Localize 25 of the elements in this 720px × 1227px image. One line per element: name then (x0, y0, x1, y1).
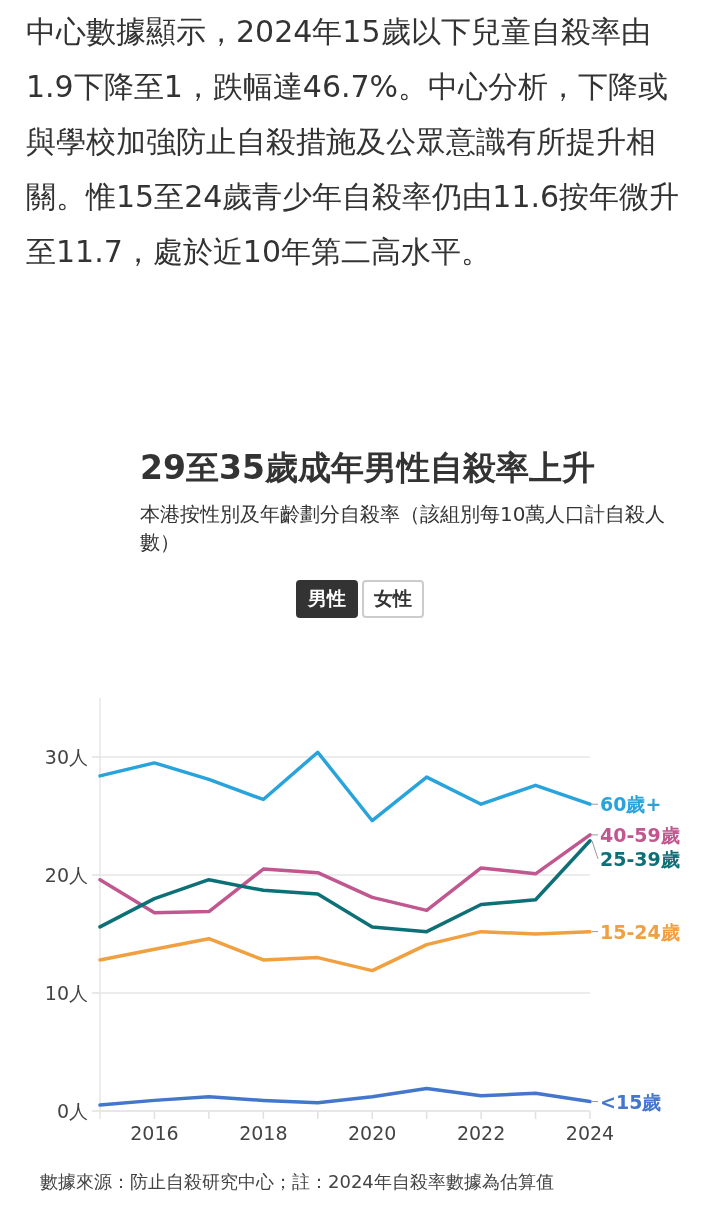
text: 數據來源：防止自殺研究中心；註：2024年自殺率數據為估算值 (40, 1170, 555, 1194)
x-tick-label: 2024 (565, 1122, 615, 1144)
series-label: <15歲 (600, 1090, 662, 1113)
series-label: 25-39歲 (600, 847, 680, 870)
text: 男性 (296, 580, 358, 618)
series-label: 15-24歲 (600, 920, 680, 943)
line-series (98, 929, 592, 973)
y-tick-label: 10人 (44, 982, 88, 1004)
text: 中心數據顯示，2024年15歲以下兒童自殺率由1.9下降至1，跌幅達46.7%。中心分析，下降或與學校加強防止自殺措施及公眾意識有所提升相關。惟15至24歲青少年自殺率仍由11.6按年微升至11.7，處於近10年第二高水平。 (26, 13, 681, 271)
y-tick-label: 30人 (44, 746, 88, 768)
text: 女性 (362, 580, 424, 618)
y-tick-label: 0人 (56, 1100, 88, 1122)
x-tick-label: 2016 (130, 1122, 179, 1144)
x-tick-label: 2020 (348, 1122, 397, 1144)
line-series (98, 750, 592, 823)
line-series (98, 833, 592, 915)
x-tick-label: 2022 (456, 1122, 506, 1144)
series-label: 60歲+ (600, 793, 662, 816)
line-series (98, 839, 592, 934)
line-series (98, 1086, 592, 1107)
series-label: 40-59歲 (600, 823, 680, 846)
chart-subtitle: 本港按性別及年齡劃分自殺率（該組別每10萬人口計自殺人數） (140, 501, 667, 556)
y-tick-label: 20人 (44, 864, 88, 886)
x-tick-label: 2018 (239, 1122, 288, 1144)
chart-title: 29至35歲成年男性自殺率上升 (140, 447, 596, 489)
